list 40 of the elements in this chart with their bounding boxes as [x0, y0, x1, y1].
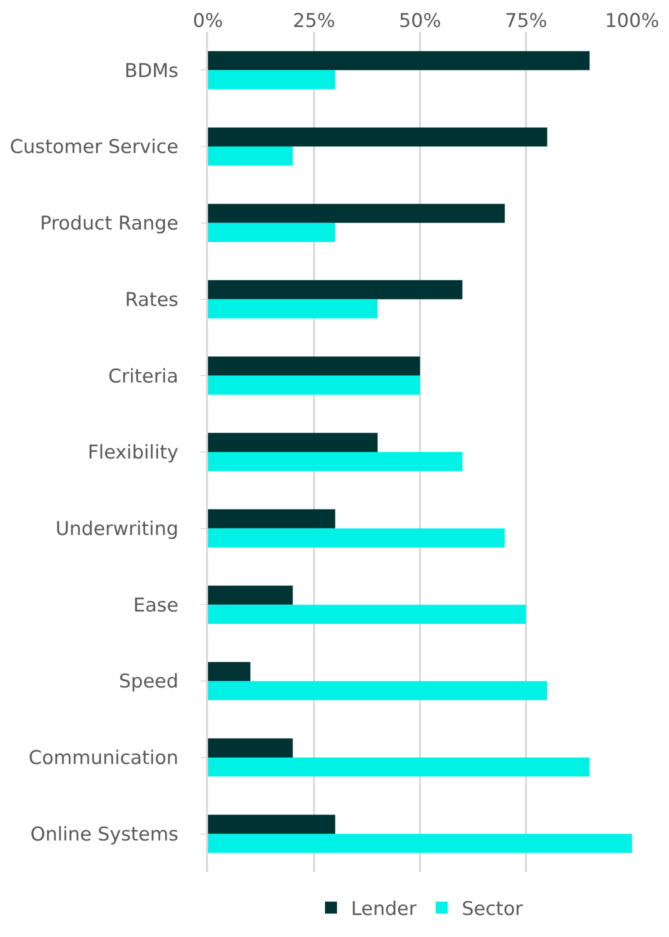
bar — [208, 280, 462, 300]
bar — [208, 509, 336, 528]
legend-label: Lender — [351, 898, 417, 920]
legend-label: Sector — [462, 898, 524, 920]
bar — [208, 127, 548, 147]
y-tick-label: Communication — [28, 747, 178, 770]
y-tick-label: Criteria — [108, 365, 178, 388]
y-tick-label: BDMs — [124, 60, 178, 82]
bar — [208, 70, 336, 90]
x-tick-label: 75% — [504, 10, 548, 32]
y-tick-label: Product Range — [40, 212, 178, 235]
bar — [208, 146, 293, 166]
bar — [208, 586, 293, 605]
bar — [208, 452, 462, 472]
x-tick-label: 0% — [192, 10, 224, 32]
bar — [208, 738, 293, 758]
bar — [208, 814, 336, 834]
bar — [208, 51, 590, 70]
bar — [208, 356, 420, 376]
y-tick-label: Speed — [118, 670, 178, 693]
y-tick-label: Online Systems — [30, 823, 178, 846]
y-tick-label: Ease — [133, 594, 178, 616]
x-tick-label: 100% — [604, 10, 660, 32]
bar — [208, 662, 250, 682]
bar — [208, 834, 632, 853]
y-tick-label: Rates — [124, 288, 178, 311]
bar — [208, 432, 378, 452]
bar — [208, 376, 420, 395]
y-tick-label: Customer Service — [10, 136, 178, 158]
x-tick-label: 25% — [292, 10, 336, 32]
bar — [208, 604, 526, 624]
bar — [208, 757, 590, 777]
bar — [208, 222, 336, 242]
y-tick-label: Flexibility — [88, 442, 178, 464]
bar — [208, 299, 378, 318]
bar — [208, 204, 505, 223]
bar — [208, 681, 548, 700]
x-tick-label: 50% — [398, 10, 442, 32]
y-tick-label: Underwriting — [55, 518, 178, 540]
bar — [208, 528, 505, 548]
